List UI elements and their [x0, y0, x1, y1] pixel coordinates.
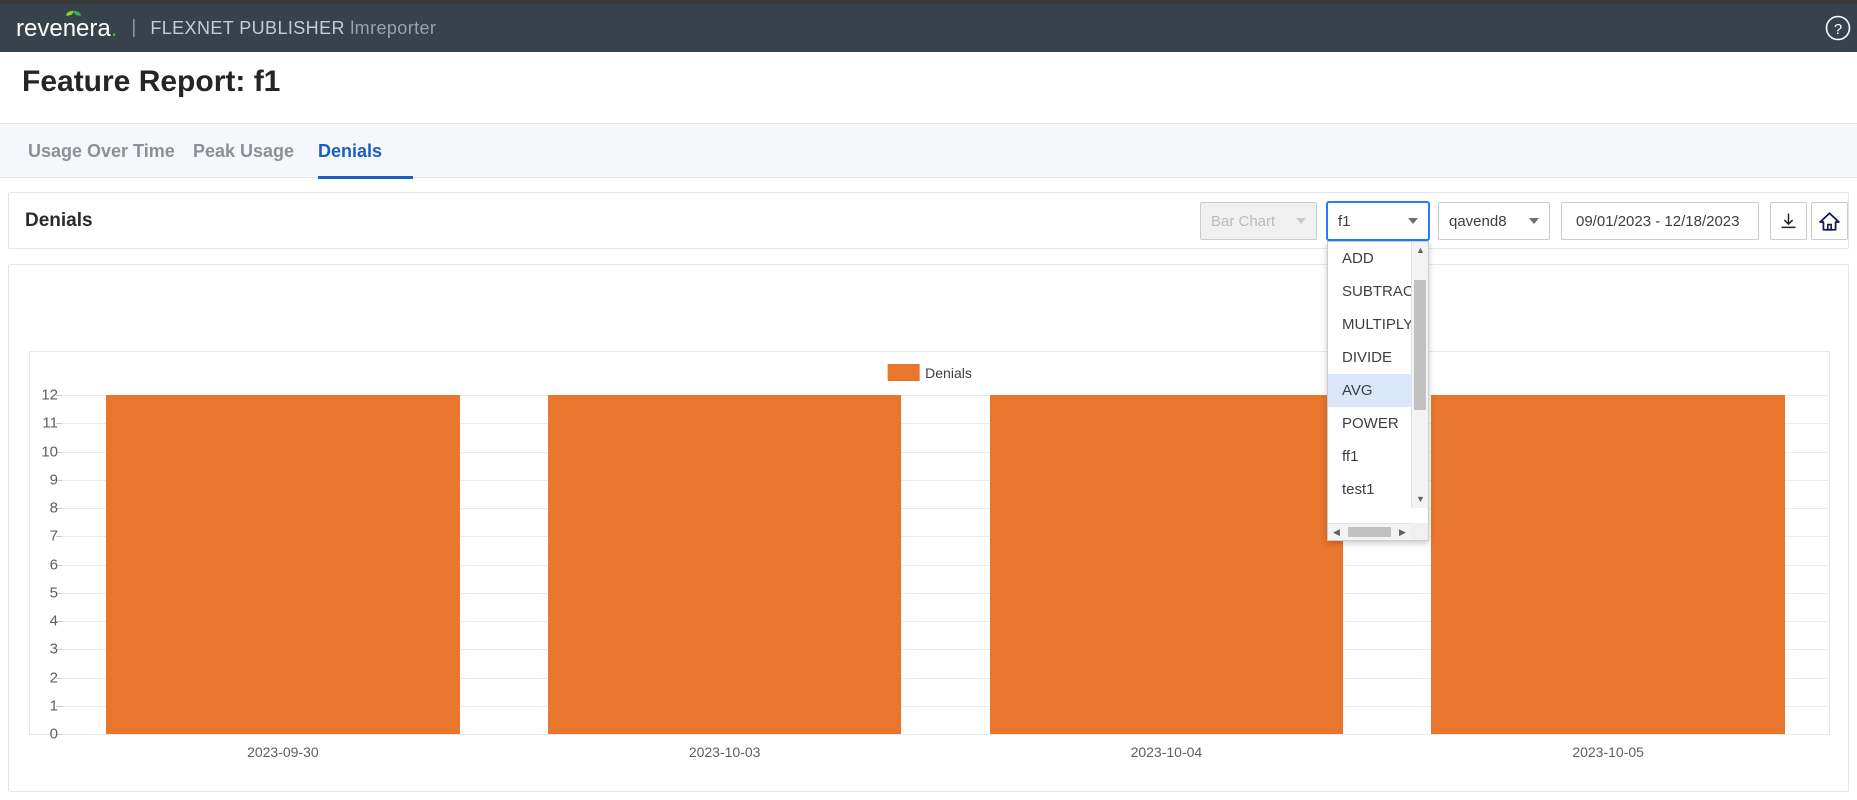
svg-text:?: ? — [1834, 21, 1842, 38]
